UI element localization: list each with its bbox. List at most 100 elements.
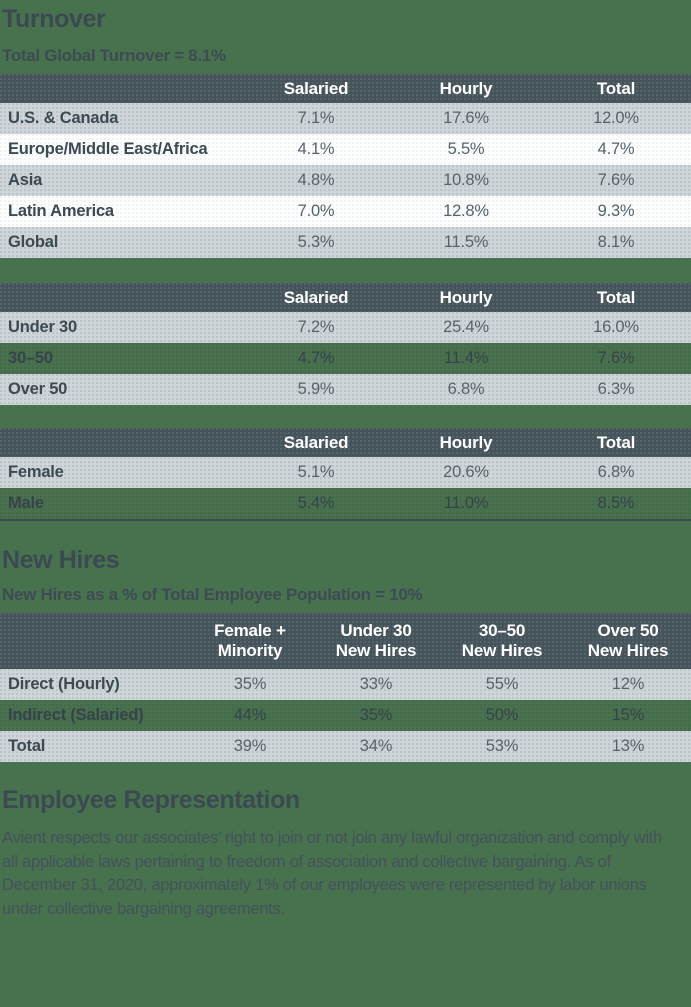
table-row: U.S. & Canada 7.1% 17.6% 12.0%	[0, 103, 691, 134]
row-label: Asia	[8, 171, 43, 189]
table-row: Direct (Hourly) 35% 33% 55% 12%	[0, 669, 691, 700]
cell-value: 8.5%	[597, 494, 635, 512]
cell-value: 12%	[611, 675, 645, 693]
column-header-female-minority: Female + Minority	[187, 621, 313, 661]
cell-value: 16.0%	[593, 318, 639, 336]
column-header-salaried: Salaried	[283, 78, 349, 98]
cell-value: 17.6%	[443, 109, 489, 127]
turnover-by-age-table: Salaried Hourly Total Under 30 7.2% 25.4…	[0, 283, 691, 405]
table-row: Asia 4.8% 10.8% 7.6%	[0, 165, 691, 196]
row-label: Direct (Hourly)	[8, 675, 120, 693]
column-header-total: Total	[596, 432, 636, 452]
cell-value: 25.4%	[443, 318, 489, 336]
cell-value: 12.0%	[593, 109, 639, 127]
table-header-row: Female + Minority Under 30 New Hires 30–…	[0, 613, 691, 669]
cell-value: 7.6%	[597, 171, 635, 189]
cell-value: 6.8%	[597, 463, 635, 481]
cell-value: 33%	[359, 675, 393, 693]
cell-value: 35%	[233, 675, 267, 693]
cell-value: 5.1%	[297, 463, 335, 481]
cell-value: 11.4%	[443, 349, 489, 367]
row-label: Total	[8, 737, 46, 755]
cell-value: 4.7%	[297, 349, 335, 367]
turnover-by-gender-table: Salaried Hourly Total Female 5.1% 20.6% …	[0, 428, 691, 521]
new-hires-table: Female + Minority Under 30 New Hires 30–…	[0, 613, 691, 762]
table-header-row: Salaried Hourly Total	[0, 428, 691, 457]
cell-value: 7.2%	[297, 318, 335, 336]
cell-value: 34%	[359, 737, 393, 755]
table-row: Over 50 5.9% 6.8% 6.3%	[0, 374, 691, 405]
cell-value: 7.6%	[597, 349, 635, 367]
table-row: Male 5.4% 11.0% 8.5%	[0, 488, 691, 519]
cell-value: 9.3%	[597, 202, 635, 220]
row-label: 30–50	[8, 349, 53, 367]
row-label: Global	[8, 233, 59, 251]
column-header-hourly: Hourly	[439, 432, 493, 452]
cell-value: 39%	[233, 737, 267, 755]
turnover-by-region-table: Salaried Hourly Total U.S. & Canada 7.1%…	[0, 74, 691, 258]
column-header-hourly: Hourly	[439, 78, 493, 98]
table-row: Indirect (Salaried) 44% 35% 50% 15%	[0, 700, 691, 731]
table-row: 30–50 4.7% 11.4% 7.6%	[0, 343, 691, 374]
table-row: Global 5.3% 11.5% 8.1%	[0, 227, 691, 258]
new-hires-subtitle: New Hires as a % of Total Employee Popul…	[2, 585, 423, 604]
column-header-salaried: Salaried	[283, 287, 349, 307]
row-label: Female	[8, 463, 64, 481]
cell-value: 8.1%	[597, 233, 635, 251]
cell-value: 35%	[359, 706, 393, 724]
table-header-row: Salaried Hourly Total	[0, 283, 691, 312]
cell-value: 4.8%	[297, 171, 335, 189]
cell-value: 10.8%	[443, 171, 489, 189]
cell-value: 5.3%	[297, 233, 335, 251]
row-label: Indirect (Salaried)	[8, 706, 144, 724]
cell-value: 4.7%	[597, 140, 635, 158]
cell-value: 7.0%	[297, 202, 335, 220]
cell-value: 6.8%	[447, 380, 485, 398]
table-header-row: Salaried Hourly Total	[0, 74, 691, 103]
cell-value: 53%	[485, 737, 519, 755]
row-label: Under 30	[8, 318, 78, 336]
cell-value: 20.6%	[443, 463, 489, 481]
column-header-total: Total	[596, 287, 636, 307]
cell-value: 15%	[611, 706, 645, 724]
column-header-total: Total	[596, 78, 636, 98]
row-label: U.S. & Canada	[8, 109, 119, 127]
cell-value: 11.5%	[443, 233, 489, 251]
cell-value: 5.9%	[297, 380, 335, 398]
row-label: Europe/Middle East/Africa	[8, 140, 208, 158]
cell-value: 44%	[233, 706, 267, 724]
cell-value: 55%	[485, 675, 519, 693]
column-header-30-50: 30–50 New Hires	[439, 621, 565, 661]
cell-value: 4.1%	[297, 140, 335, 158]
row-label: Over 50	[8, 380, 68, 398]
table-row: Latin America 7.0% 12.8% 9.3%	[0, 196, 691, 227]
column-header-line: New Hires	[461, 641, 543, 660]
table-row: Total 39% 34% 53% 13%	[0, 731, 691, 762]
table-row: Under 30 7.2% 25.4% 16.0%	[0, 312, 691, 343]
column-header-line: Over 50	[597, 621, 659, 640]
turnover-section-title: Turnover	[2, 5, 106, 33]
column-header-line: Female +	[214, 621, 286, 640]
column-header-line: Under 30	[340, 621, 412, 640]
cell-value: 5.4%	[297, 494, 335, 512]
table-row: Europe/Middle East/Africa 4.1% 5.5% 4.7%	[0, 134, 691, 165]
column-header-hourly: Hourly	[439, 287, 493, 307]
cell-value: 6.3%	[597, 380, 635, 398]
cell-value: 7.1%	[297, 109, 335, 127]
cell-value: 50%	[485, 706, 519, 724]
turnover-subtitle: Total Global Turnover = 8.1%	[2, 46, 226, 65]
employee-representation-section-title: Employee Representation	[2, 786, 300, 814]
cell-value: 11.0%	[443, 494, 489, 512]
cell-value: 13%	[611, 737, 645, 755]
new-hires-section-title: New Hires	[2, 546, 120, 574]
row-label: Male	[8, 494, 44, 512]
column-header-over-50: Over 50 New Hires	[565, 621, 691, 661]
column-header-under-30: Under 30 New Hires	[313, 621, 439, 661]
row-label: Latin America	[8, 202, 114, 220]
employee-representation-paragraph: Avient respects our associates’ right to…	[2, 829, 662, 918]
column-header-line: 30–50	[478, 621, 526, 640]
cell-value: 5.5%	[447, 140, 485, 158]
cell-value: 12.8%	[443, 202, 489, 220]
